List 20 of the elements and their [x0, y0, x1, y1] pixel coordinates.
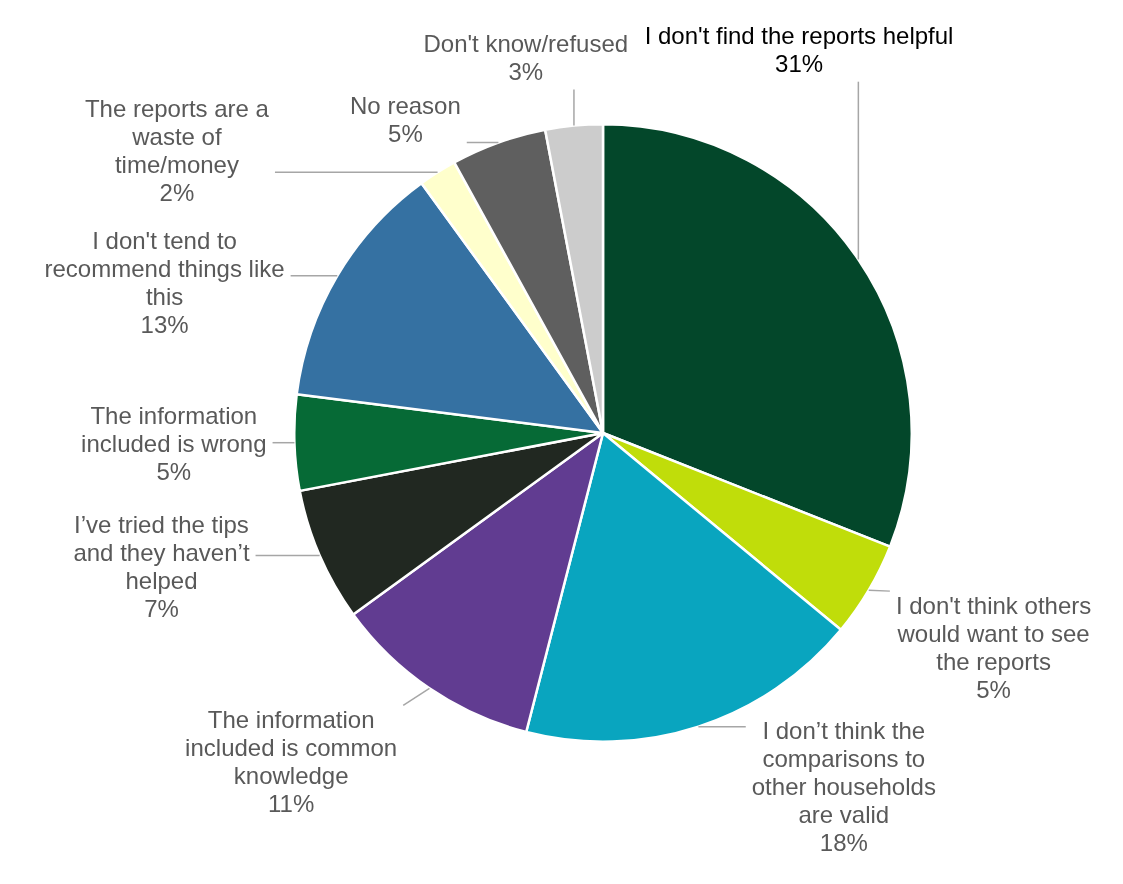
slice-label: I don’t think the comparisons to other households are valid	[751, 716, 936, 828]
data-label: 31%	[775, 50, 824, 78]
data-label: 18%	[819, 828, 868, 856]
slice-label: The information included is wrong	[81, 401, 267, 457]
data-label: 5%	[156, 457, 192, 485]
slice-label: I don't tend to recommend things like this	[44, 227, 285, 311]
slice-label: The reports are a waste of time/money	[84, 94, 270, 178]
data-label: 5%	[388, 119, 423, 147]
data-label: 11%	[268, 789, 315, 817]
data-label: 13%	[140, 311, 189, 339]
data-label: 2%	[159, 178, 195, 206]
slice-label: I don't find the reports helpful	[644, 22, 954, 50]
slice-label: The information included is common knowledge	[185, 705, 398, 789]
data-label: 5%	[976, 675, 1011, 703]
data-label: 3%	[508, 58, 544, 86]
slice-label: I don't think others would want to see the reports	[895, 591, 1092, 675]
slice-label: No reason	[350, 91, 461, 119]
slice-label: Don't know/refused	[423, 30, 629, 58]
data-label: 7%	[144, 595, 179, 623]
slice-label: I’ve tried the tips and they haven’t helped	[73, 511, 250, 595]
